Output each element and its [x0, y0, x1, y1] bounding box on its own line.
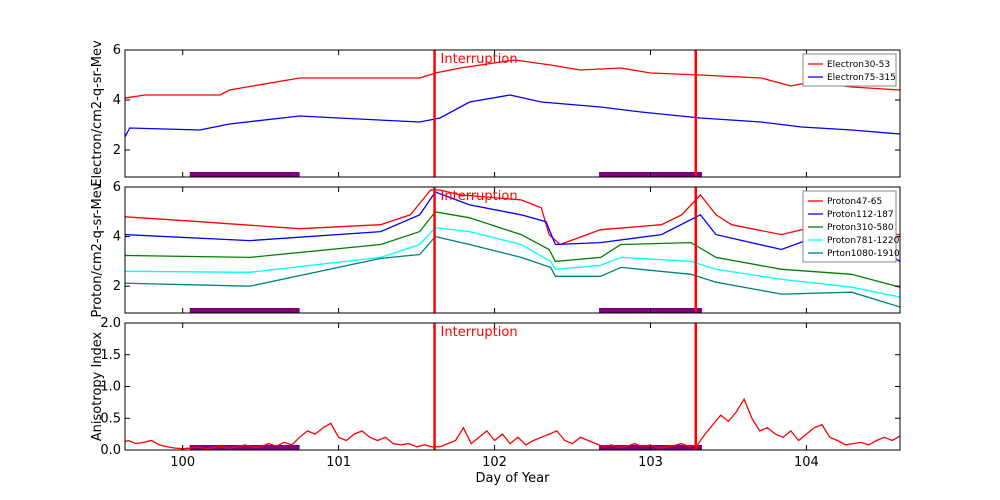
series-line-proton47-65 [125, 189, 900, 246]
y-axis-label: Proton/cm2-q-sr-Mev [90, 182, 105, 317]
y-tick-label: 0.0 [100, 443, 121, 458]
y-tick-label: 2 [113, 143, 121, 158]
legend-label: Electron30-53 [827, 60, 890, 70]
series-line-proton781-1220 [125, 227, 900, 298]
data-gap-bar [189, 172, 300, 177]
y-axis-label: Anisotropy Index [90, 331, 105, 441]
series-line-proton310-580 [125, 211, 900, 288]
y-tick-label: 6 [113, 43, 121, 58]
x-tick-label: 100 [170, 455, 195, 470]
y-tick-label: 6 [113, 180, 121, 195]
plot-frame [124, 49, 901, 178]
legend-label: Prton1080-1910 [827, 249, 900, 259]
panel-3: Interruption 0.0 0.5 1.0 1.5 2.0 100 101 102 103 1… [90, 316, 901, 486]
y-tick-label: 1.0 [100, 380, 121, 395]
x-tick-label: 104 [794, 455, 819, 470]
series-line-anisotropy [125, 397, 900, 450]
legend-label: Proton47-65 [827, 197, 882, 207]
legend: Electron30-53 Electron75-315 [802, 53, 897, 87]
y-tick-label: 1.5 [100, 348, 121, 363]
series-line-electron75-315 [125, 94, 900, 138]
y-axis-label: Electron/cm2-q-sr-Mev [90, 40, 105, 187]
series-line-electron30-53 [125, 59, 900, 99]
legend: Proton47-65 Proton112-187 Proton310-580 Pro… [802, 190, 900, 263]
y-tick-label: 2 [113, 279, 121, 294]
x-tick-label: 103 [638, 455, 663, 470]
series-line-prton1080-1910 [125, 235, 900, 308]
panel-2: Interruption 2 4 6 Proton/cm2-q-sr-Mev Proton… [90, 180, 901, 317]
plot-frame [124, 186, 901, 314]
panel-1: Interruption 2 4 6 Electron/cm2-q-sr-Mev Elec… [90, 40, 901, 187]
legend-label: Proton310-580 [827, 223, 894, 233]
x-tick-label: 102 [482, 455, 507, 470]
interruption-label: Interruption [441, 325, 518, 340]
interruption-label: Interruption [441, 52, 518, 67]
y-tick-label: 2.0 [100, 316, 121, 331]
legend-label: Proton112-187 [827, 210, 894, 220]
y-tick-label: 4 [113, 230, 121, 245]
data-gap-bar [189, 445, 300, 450]
series-line-proton112-187 [125, 191, 900, 262]
x-axis-label: Day of Year [476, 471, 551, 486]
plot-frame [124, 322, 901, 451]
x-tick-label: 101 [326, 455, 351, 470]
data-gap-bar [189, 308, 300, 313]
legend-label: Electron75-315 [827, 73, 896, 83]
y-tick-label: 0.5 [100, 411, 121, 426]
legend-box [802, 53, 897, 87]
y-tick-label: 4 [113, 93, 121, 108]
interruption-label: Interruption [441, 189, 518, 204]
legend-label: Proton781-1220 [827, 236, 900, 246]
